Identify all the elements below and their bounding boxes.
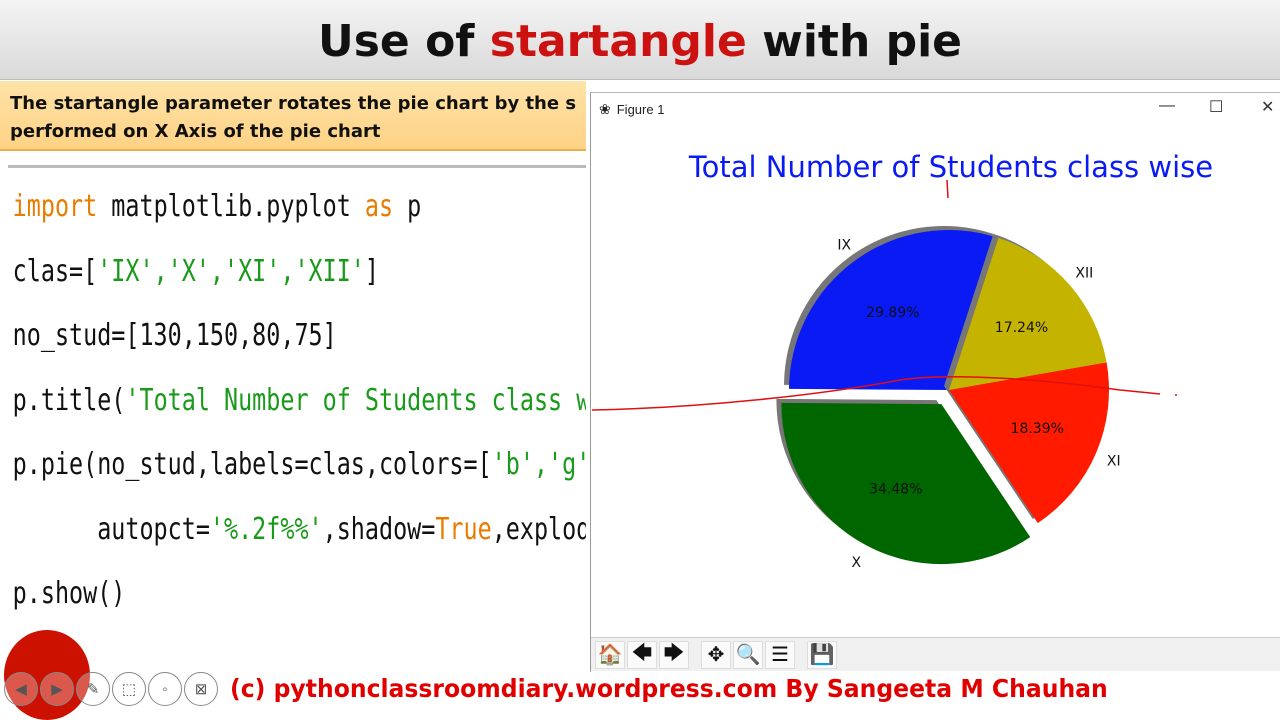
minimize-button[interactable]: — [1159,97,1175,114]
home-icon[interactable]: 🏠 [595,640,625,669]
back-icon[interactable]: 🡄 [627,640,657,669]
pie-percent-label: 17.24% [995,320,1048,336]
pie-wedge-IX [789,229,999,390]
next-slide-button[interactable]: ▶ [40,672,74,706]
pan-icon[interactable]: ✥ [701,640,731,669]
zoom-slide-icon[interactable]: ⊠ [184,672,218,706]
pointer-tool-icon[interactable]: ⬚ [112,672,146,706]
pie-percent-label: 18.39% [1011,421,1064,437]
code-line: p.pie(no_stud,labels=clas,colors=['b','g… [12,447,586,482]
title-text-end: with pie [746,16,963,67]
configure-icon[interactable]: ☰ [765,640,795,669]
pie-chart: Total Number of Students class wise 29.8… [688,150,1213,571]
code-line: p.show() [12,576,126,611]
code-line: autopct='%.2f%%',shadow=True,explode=[0, [12,511,586,547]
title-text: Use of [317,16,490,67]
forward-icon[interactable]: 🡆 [659,640,689,669]
prev-slide-button[interactable]: ◀ [4,672,38,706]
maximize-button[interactable]: ☐ [1209,99,1224,116]
pie-category-label: IX [837,238,851,254]
save-icon[interactable]: 💾 [807,640,837,669]
pie-category-label: XI [1107,454,1121,470]
code-line: no_stud=[130,150,80,75] [12,318,337,353]
title-highlight: startangle [489,16,747,67]
figure-toolbar: 🏠 🡄 🡆 ✥ 🔍 ☰ 💾 [591,637,1280,671]
slide-title: Use of startangle with pie [0,0,1280,80]
figure-window: ❀ Figure 1 — ☐ ✕ Total Number of Student… [590,92,1280,672]
zoom-icon[interactable]: 🔍 [733,640,763,669]
window-title: Figure 1 [616,102,665,117]
chart-title: Total Number of Students class wise [688,150,1213,184]
note-line: performed on X Axis of the pie chart [10,121,381,142]
pie-percent-label: 29.89% [866,305,919,321]
pen-tool-icon[interactable]: ✎ [76,672,110,706]
pie-wedge-XII [949,237,1107,390]
footer-credit: (c) pythonclassroomdiary.wordpress.com B… [230,674,1108,703]
matplotlib-icon: ❀ [599,101,611,117]
code-block: import matplotlib.pyplot as p clas=['IX'… [8,165,586,635]
note-line: The startangle parameter rotates the pie… [10,93,576,114]
slides-view-icon[interactable]: ◦ [148,672,182,706]
window-titlebar[interactable]: ❀ Figure 1 — ☐ ✕ [591,93,1280,126]
note-box: The startangle parameter rotates the pie… [0,81,586,151]
code-line: import matplotlib.pyplot as p [12,189,422,224]
close-button[interactable]: ✕ [1261,99,1275,116]
code-line: p.title('Total Number of Students class … [12,382,586,418]
pie-percent-label: 34.48% [869,482,922,498]
pie-category-label: XII [1075,266,1093,282]
code-line: clas=['IX','X','XI','XII'] [12,253,379,289]
pie-wedge-X [781,402,1031,565]
pie-category-label: X [852,555,862,571]
